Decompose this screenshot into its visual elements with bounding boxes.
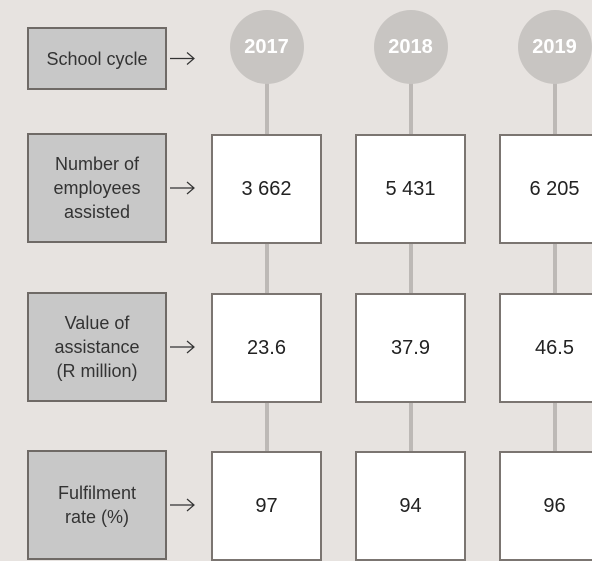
value-cell: 46.5 — [499, 293, 592, 403]
value-cell: 97 — [211, 451, 322, 561]
arrow — [170, 340, 195, 354]
row-label: Value of assistance (R million) — [27, 292, 167, 402]
year-circle: 2019 — [517, 10, 592, 84]
value-cell: 37.9 — [355, 293, 466, 403]
year-circle: 2017 — [229, 10, 304, 84]
value-cell: 6 205 — [499, 134, 592, 244]
value-cell: 23.6 — [211, 293, 322, 403]
row-label: School cycle — [27, 27, 167, 90]
value-cell: 94 — [355, 451, 466, 561]
value-cell: 96 — [499, 451, 592, 561]
year-circle: 2018 — [373, 10, 448, 84]
row-label: Number of employees assisted — [27, 133, 167, 243]
row-label: Fulfilment rate (%) — [27, 450, 167, 560]
value-cell: 5 431 — [355, 134, 466, 244]
arrow — [170, 52, 195, 65]
value-cell: 3 662 — [211, 134, 322, 244]
arrow — [170, 498, 195, 512]
arrow — [170, 181, 195, 195]
